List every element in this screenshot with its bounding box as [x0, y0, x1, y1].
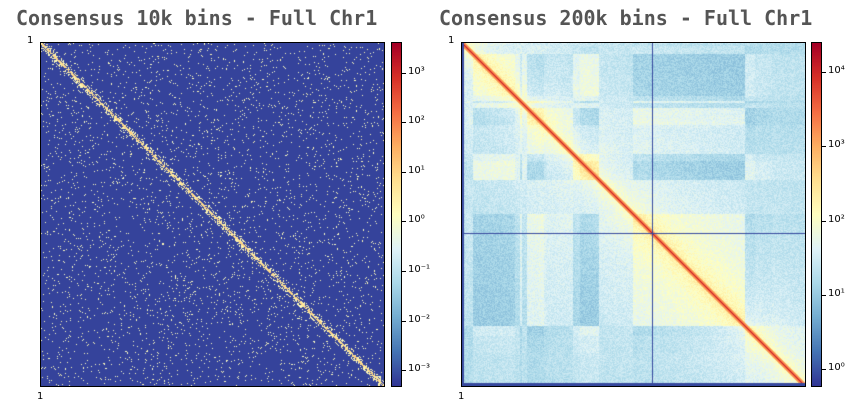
chart-title-left: Consensus 10k bins - Full Chr1 — [16, 6, 377, 30]
colorbar-200k — [811, 42, 822, 387]
colorbar-tick-mark — [822, 369, 826, 370]
colorbar-tick-mark — [402, 122, 406, 123]
y-tick-label-right: 1 — [448, 35, 454, 46]
colorbar-tick-label: 10⁻¹ — [408, 264, 430, 275]
colorbar-tick-mark — [822, 295, 826, 296]
colorbar-tick-label: 10⁰ — [828, 362, 845, 373]
colorbar-tick-label: 10² — [408, 115, 425, 126]
colorbar-tick-label: 10⁻³ — [408, 363, 430, 374]
colorbar-tick-mark — [402, 73, 406, 74]
colorbar-tick-mark — [822, 72, 826, 73]
colorbar-tick-mark — [402, 370, 406, 371]
colorbar-tick-label: 10¹ — [408, 165, 425, 176]
colorbar-tick-label: 10² — [828, 214, 845, 225]
colorbar-tick-mark — [402, 221, 406, 222]
heatmap-200k[interactable] — [461, 42, 806, 387]
x-tick-label-left: 1 — [37, 391, 43, 402]
colorbar-tick-label: 10⁰ — [408, 214, 425, 225]
colorbar-tick-mark — [822, 146, 826, 147]
colorbar-tick-mark — [402, 172, 406, 173]
colorbar-tick-mark — [822, 221, 826, 222]
colorbar-tick-label: 10¹ — [828, 288, 845, 299]
colorbar-tick-mark — [402, 271, 406, 272]
colorbar-tick-label: 10³ — [408, 66, 425, 77]
colorbar-tick-label: 10³ — [828, 139, 845, 150]
colorbar-tick-mark — [402, 321, 406, 322]
y-tick-label-left: 1 — [27, 35, 33, 46]
heatmap-10k[interactable] — [40, 42, 385, 387]
chart-title-right: Consensus 200k bins - Full Chr1 — [439, 6, 812, 30]
colorbar-10k — [391, 42, 402, 387]
colorbar-tick-label: 10⁴ — [828, 65, 845, 76]
colorbar-tick-label: 10⁻² — [408, 314, 430, 325]
x-tick-label-right: 1 — [458, 391, 464, 402]
